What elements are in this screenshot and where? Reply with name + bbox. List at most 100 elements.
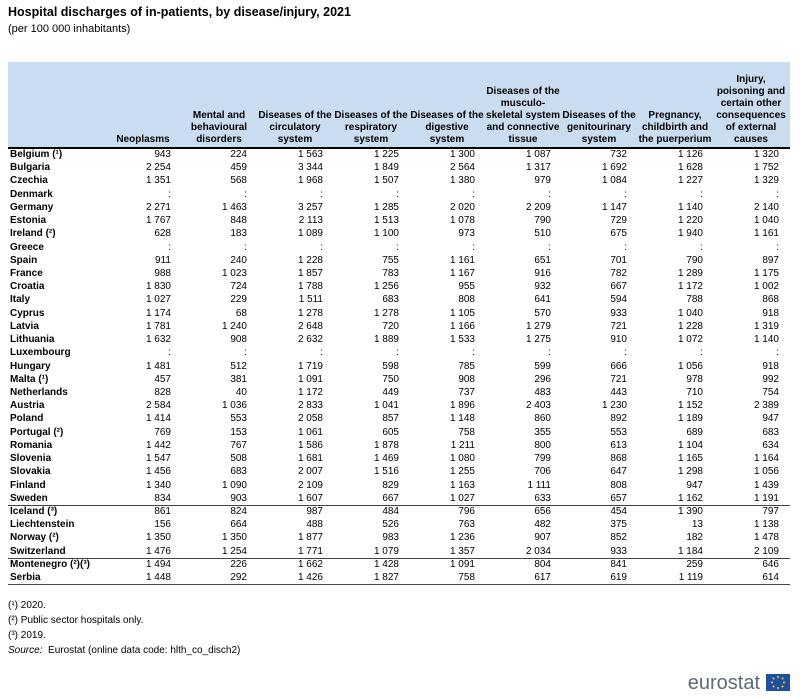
row-label: Italy [10,294,31,306]
cell: 2 140 [753,201,779,213]
table-row: Romania 1 442 767 1 586 1 878 1 211 800 613 1 10… [8,439,790,452]
table-row: Denmark::::::::: [8,188,790,201]
column-header: Diseases of the respiratory system [334,110,408,145]
rule [8,504,790,506]
cell: 892 [610,413,627,425]
cell: 666 [610,360,627,372]
row-label: Hungary [10,360,51,372]
cell: 1 191 [753,492,779,504]
cell: 683 [230,466,247,478]
cell: 2 109 [753,545,779,557]
footnote: (¹) 2020. [8,600,46,611]
row-label: Sweden [10,492,48,504]
cell: 860 [534,413,551,425]
cell: 1 061 [297,426,323,438]
cell: 1 275 [525,334,551,346]
cell: 848 [230,215,247,227]
cell: 1 439 [753,479,779,491]
cell: 1 255 [449,466,475,478]
cell: 667 [610,281,627,293]
cell: 933 [610,545,627,557]
cell: 156 [154,519,171,531]
column-header: Diseases of the digestive system [410,110,484,145]
cell: 484 [382,505,399,517]
cell: 1 140 [677,201,703,213]
cell: 1 478 [753,532,779,544]
row-label: Montenegro (²)(³) [10,558,90,570]
cell: 182 [686,532,703,544]
cell: 1 220 [677,215,703,227]
subtitle: (per 100 000 inhabitants) [8,23,131,35]
table-row: Belgium (¹) 943 224 1 563 1 225 1 300 1 087 732… [8,148,790,161]
cell: 459 [230,162,247,174]
cell: 483 [534,386,551,398]
cell: : [776,188,779,200]
cell: 1 087 [525,149,551,160]
cell: 1 228 [297,254,323,266]
cell: 790 [534,215,551,227]
cell: 1 329 [753,175,779,187]
cell: 868 [610,453,627,465]
table-row: Spain 911 240 1 228 755 1 161 651 701 790 897 [8,254,790,267]
cell: : [396,347,399,359]
cell: 375 [610,519,627,531]
cell: 978 [686,373,703,385]
cell: 1 380 [449,175,475,187]
cell: 754 [762,386,779,398]
cell: 2 584 [145,400,171,412]
cell: : [244,347,247,359]
cell: 664 [230,519,247,531]
cell: : [168,347,171,359]
cell: 1 165 [677,453,703,465]
cell: 721 [610,373,627,385]
table-row: Portugal (²) 769 153 1 061 605 758 355 553 689 68… [8,426,790,439]
cell: : [624,241,627,253]
cell: 1 390 [677,505,703,517]
row-label: Latvia [10,320,39,332]
cell: : [700,188,703,200]
cell: 1 513 [373,215,399,227]
row-label: Iceland (³) [10,505,58,517]
cell: 987 [306,505,323,517]
cell: 1 227 [677,175,703,187]
cell: 1 351 [145,175,171,187]
cell: 1 166 [449,320,475,332]
row-label: Croatia [10,281,45,293]
row-label: Austria [10,400,45,412]
cell: 1 692 [601,162,627,174]
table-row: Poland 1 414 553 2 058 857 1 148 860 892 1 189 94… [8,412,790,425]
cell: 1 091 [449,558,475,570]
cell: 634 [762,439,779,451]
row-label: Bulgaria [10,162,51,174]
cell: : [700,241,703,253]
cell: 808 [610,479,627,491]
cell: 701 [610,254,627,266]
cell: 947 [686,479,703,491]
cell: 296 [534,373,551,385]
row-label: Slovakia [10,466,51,478]
table-row: Estonia 1 767 848 2 113 1 513 1 078 790 729 1 22… [8,214,790,227]
cell: : [472,347,475,359]
cell: 656 [534,505,551,517]
cell: : [244,241,247,253]
cell: 1 340 [145,479,171,491]
column-header: Pregnancy, childbirth and the puerperium [638,110,712,145]
cell: 454 [610,505,627,517]
cell: 1 289 [677,267,703,279]
cell: 240 [230,254,247,266]
cell: 457 [154,373,171,385]
cell: 1 511 [298,294,323,306]
cell: 226 [230,558,247,570]
cell: 797 [762,505,779,517]
cell: 1 161 [753,228,779,240]
cell: 1 056 [677,360,703,372]
cell: 1 849 [373,162,399,174]
table-row: Finland 1 340 1 090 2 109 829 1 163 1 111 808 94… [8,479,790,492]
cell: 153 [230,426,247,438]
cell: 2 058 [297,413,323,425]
cell: 1 174 [145,307,171,319]
cell: 657 [610,492,627,504]
cell: 1 036 [221,400,247,412]
cell: 2 254 [145,162,171,174]
cell: 617 [534,572,551,584]
